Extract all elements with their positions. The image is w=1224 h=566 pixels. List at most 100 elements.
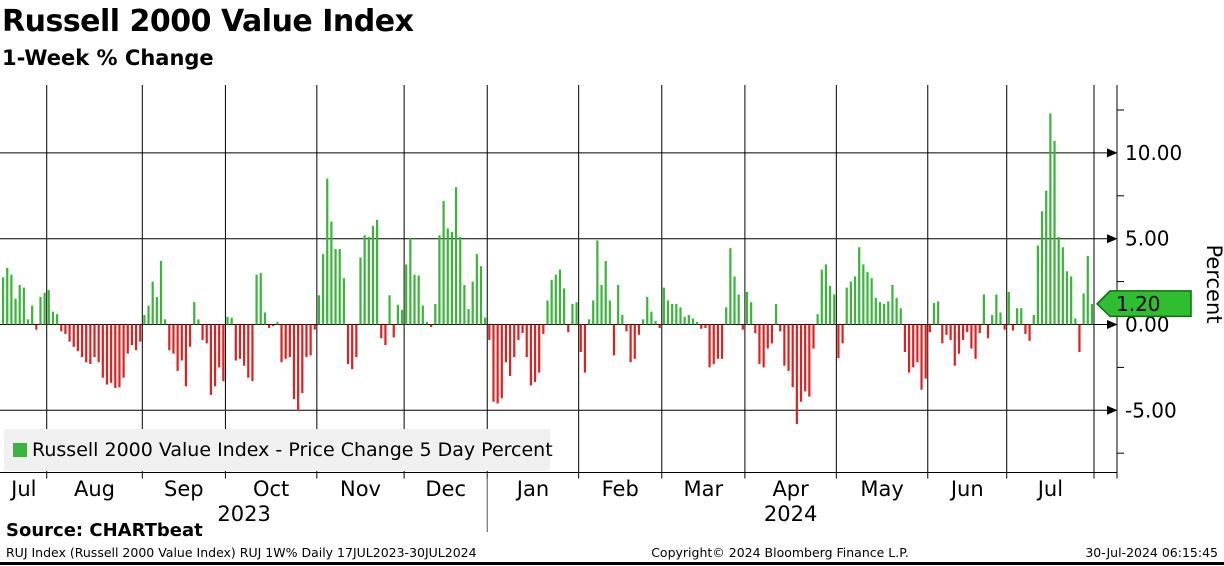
bar	[330, 221, 333, 325]
bar	[542, 324, 545, 334]
bar	[321, 254, 325, 325]
bar	[675, 303, 678, 325]
bar	[853, 276, 857, 325]
bar	[484, 317, 487, 325]
bar	[326, 178, 329, 325]
bar	[22, 287, 25, 325]
bar	[646, 297, 649, 325]
bar	[1090, 303, 1094, 325]
bar	[995, 294, 998, 325]
last-value-tag	[1095, 290, 1192, 318]
bar	[883, 303, 886, 325]
bar	[766, 324, 769, 349]
bar	[538, 324, 541, 373]
bar	[1, 277, 5, 325]
bar	[89, 324, 92, 364]
bar	[978, 324, 981, 334]
bar	[130, 324, 134, 346]
bar	[93, 324, 96, 358]
bar	[454, 187, 458, 325]
bar	[205, 324, 208, 344]
bar	[492, 324, 495, 402]
chart-legend: Russell 2000 Value Index - Price Change …	[4, 429, 553, 471]
bar	[779, 324, 782, 332]
x-month-label: Apr	[772, 477, 809, 501]
bar	[567, 324, 570, 333]
bar	[35, 324, 38, 330]
y-axis-title: Percent	[1202, 244, 1224, 323]
bar	[845, 287, 848, 325]
y-tick-arrow-icon	[1107, 320, 1118, 329]
bar	[712, 324, 715, 364]
bar	[1020, 308, 1023, 325]
x-month-label: Jun	[949, 477, 984, 501]
bar	[442, 200, 445, 325]
footer-copyright: Copyright© 2024 Bloomberg Finance L.P.	[651, 545, 909, 560]
bar	[575, 302, 578, 325]
bar	[704, 324, 707, 328]
bar	[820, 269, 823, 325]
bar	[488, 324, 491, 340]
bar	[238, 324, 242, 359]
bar	[105, 324, 109, 385]
bar	[434, 303, 437, 325]
bar	[297, 324, 300, 412]
bar	[1078, 324, 1081, 352]
bar	[338, 248, 341, 325]
bar	[334, 248, 337, 325]
x-month-label: Mar	[684, 477, 724, 501]
bar	[903, 324, 907, 352]
bar	[184, 324, 188, 387]
bar	[110, 324, 113, 383]
bar	[750, 302, 753, 325]
bar	[1016, 308, 1019, 325]
bar	[317, 295, 321, 325]
bar	[874, 297, 877, 325]
bar	[400, 309, 404, 325]
bar	[85, 324, 88, 363]
bar	[1065, 271, 1069, 325]
bar	[833, 294, 836, 325]
bar	[1057, 236, 1060, 325]
bar	[396, 304, 399, 325]
bar	[617, 285, 620, 325]
bar	[114, 324, 117, 388]
y-tick-label: 5.00	[1125, 227, 1170, 251]
bar	[804, 324, 807, 392]
bar	[126, 324, 129, 354]
bar	[376, 219, 379, 325]
bar	[355, 324, 358, 358]
bar	[671, 303, 674, 325]
bar	[791, 324, 794, 388]
bar	[608, 300, 611, 325]
bar	[725, 307, 728, 325]
bar	[916, 324, 919, 363]
bar	[953, 324, 956, 366]
bar	[168, 324, 171, 351]
bar	[912, 324, 915, 368]
bar	[783, 324, 786, 366]
bar	[795, 324, 798, 425]
bar	[450, 231, 454, 325]
bar	[658, 324, 661, 328]
bar	[837, 324, 840, 358]
bar	[288, 324, 291, 358]
bar	[583, 324, 587, 373]
x-month-label: Aug	[74, 477, 115, 501]
footer-timestamp: 30-Jul-2024 06:15:45	[1085, 545, 1218, 560]
bar	[787, 324, 790, 371]
y-tick-label: 10.00	[1125, 141, 1182, 165]
bar	[151, 281, 154, 325]
legend-label: Russell 2000 Value Index - Price Change …	[32, 439, 553, 461]
bar	[380, 324, 383, 339]
bar	[1007, 291, 1010, 325]
bar	[517, 324, 520, 340]
bar	[521, 324, 524, 334]
bar	[600, 285, 603, 325]
bar	[118, 324, 121, 388]
bar	[1049, 113, 1052, 325]
bar	[51, 311, 55, 325]
bar	[14, 298, 17, 325]
bar	[417, 275, 420, 325]
